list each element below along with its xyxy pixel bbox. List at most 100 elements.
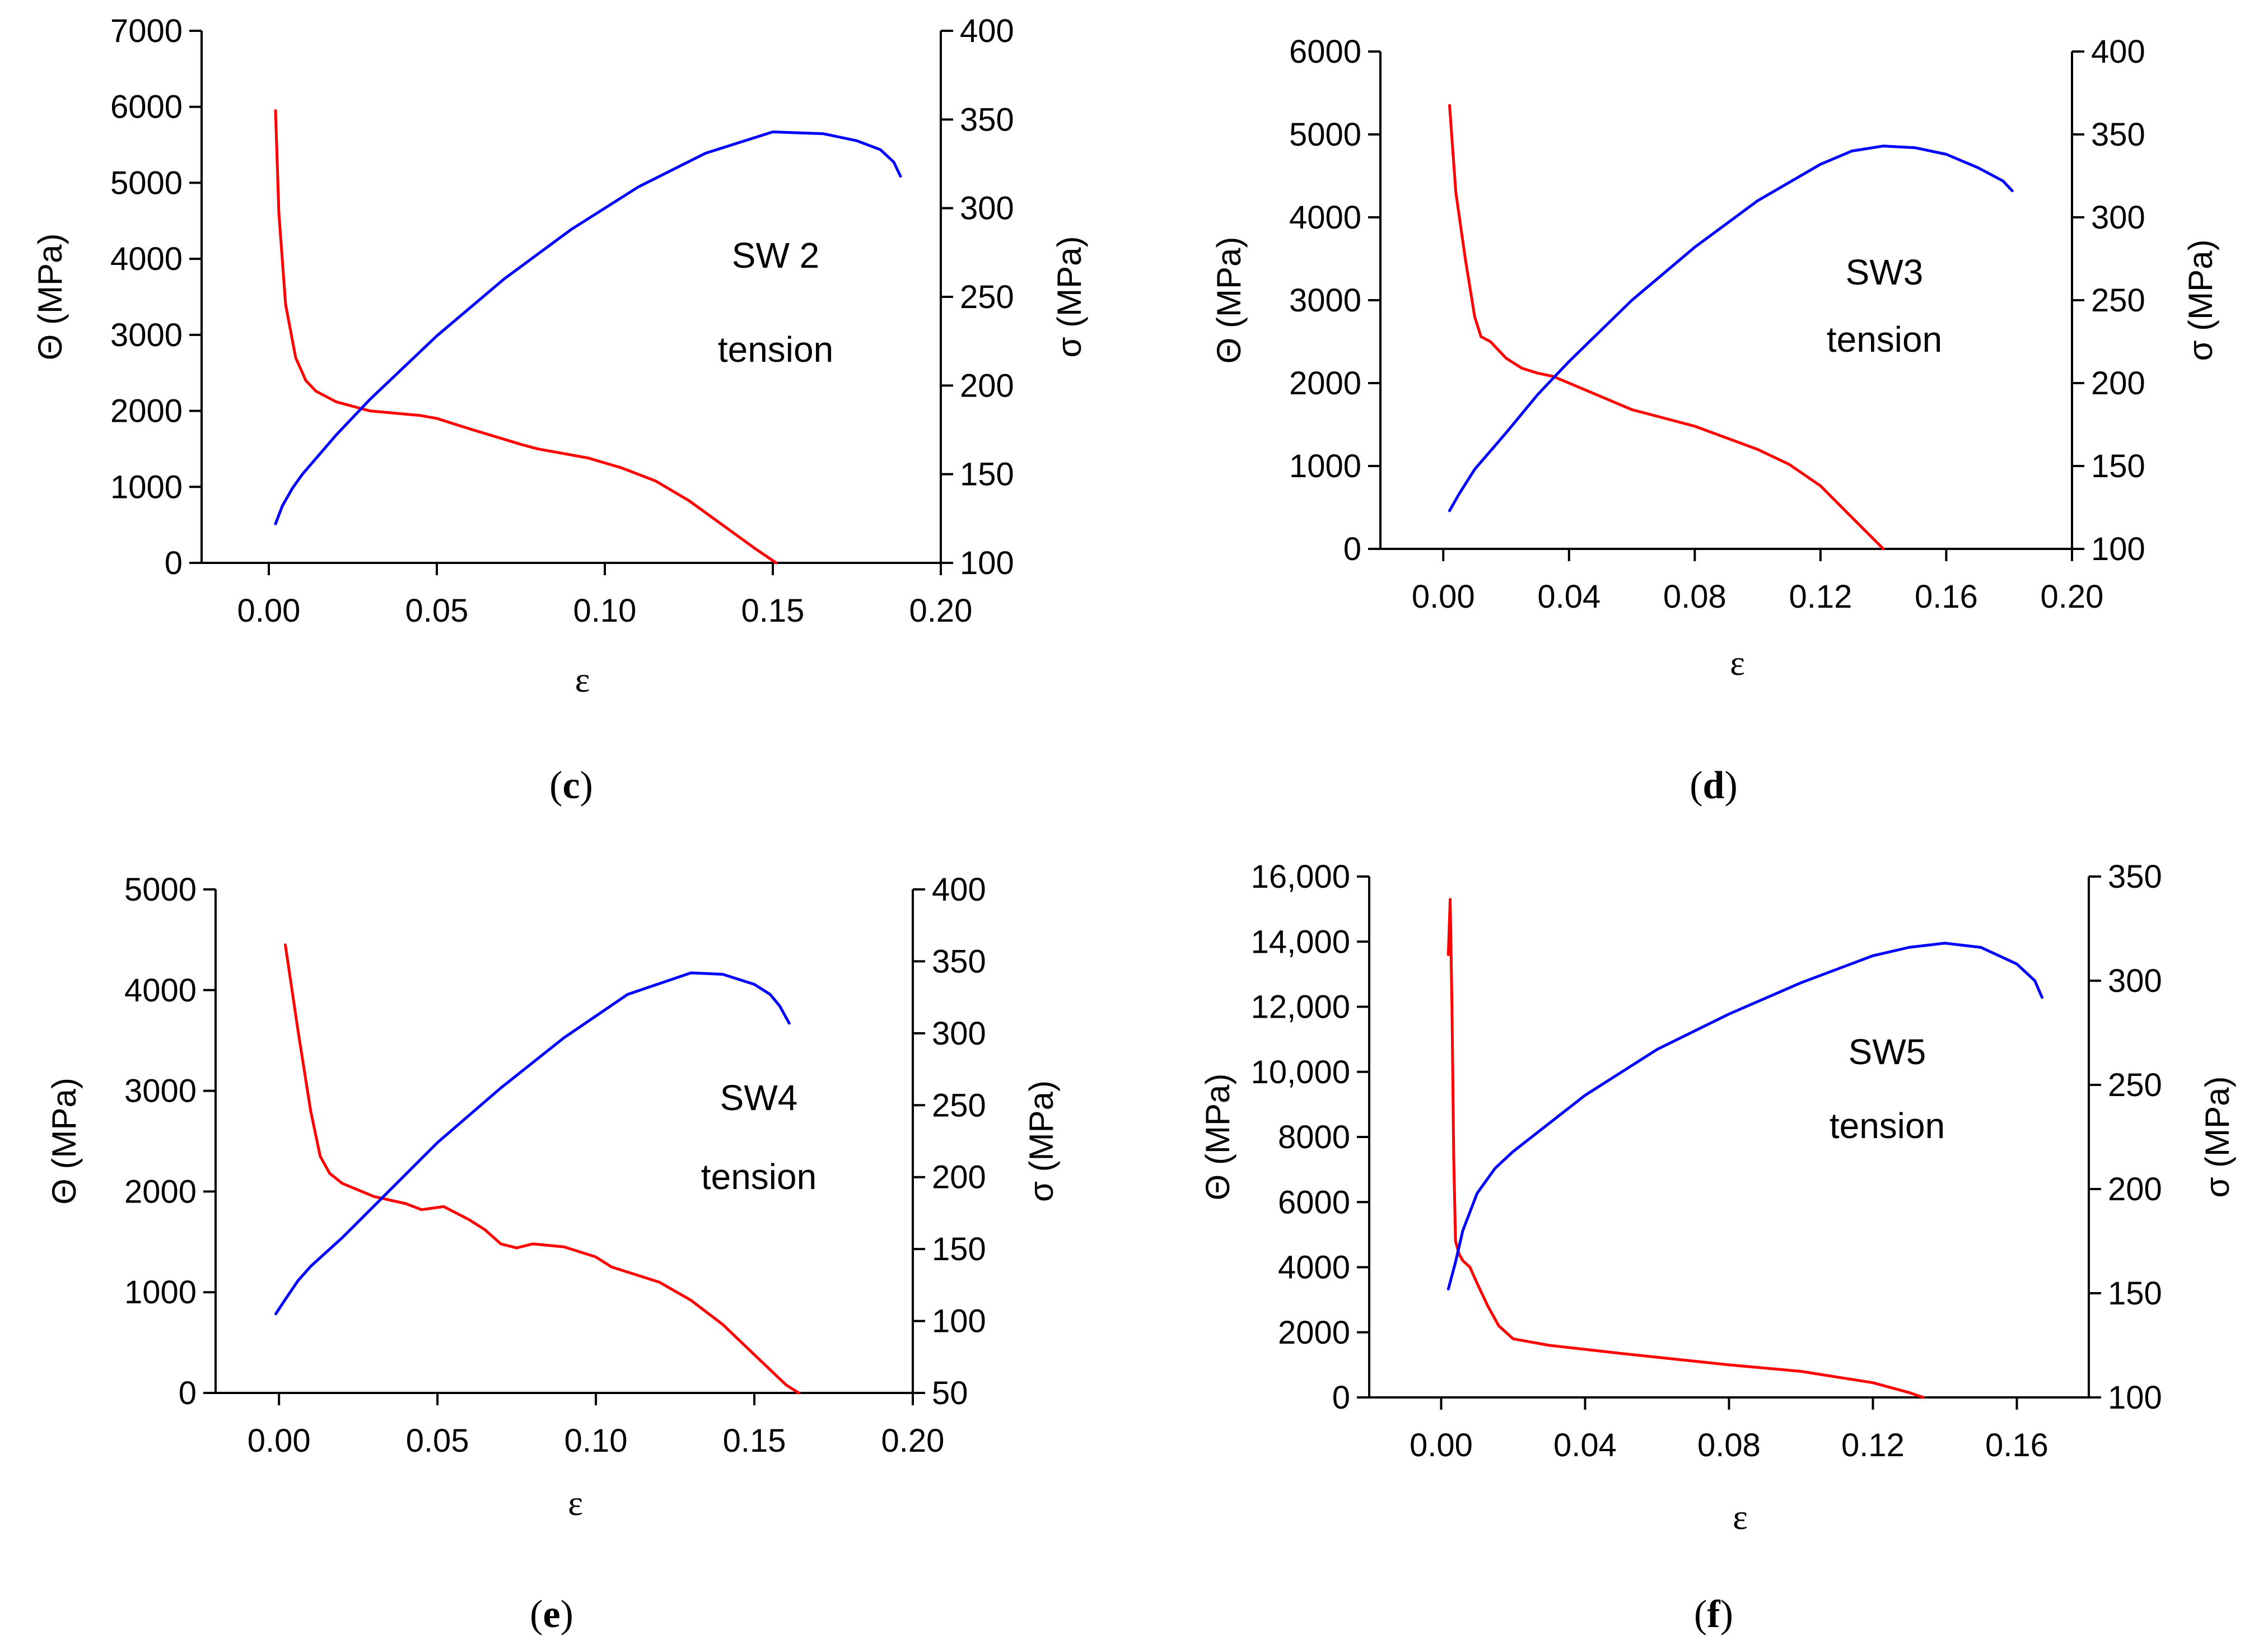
right-y-tick-label: 300 [2108, 963, 2162, 999]
right-y-tick-label: 400 [960, 13, 1014, 49]
x-tick-label: 0.05 [406, 1423, 469, 1459]
panel-d: 0 1000 2000 3000 4000 5000 6000 100 150 200 250 300… [1210, 34, 2219, 807]
x-tick-label: 0.15 [741, 593, 805, 629]
left-y-tick-label: 4000 [1278, 1250, 1350, 1286]
x-tick-label: 0.10 [573, 593, 637, 629]
left-y-tick-label: 4000 [110, 241, 183, 277]
right-y-tick-label: 300 [960, 190, 1014, 227]
sigma-series-line [1448, 145, 2014, 512]
right-y-tick-label: 150 [932, 1231, 986, 1267]
x-tick-label: 0.12 [1789, 579, 1852, 615]
x-tick-label: 0.20 [2041, 579, 2104, 615]
theta-series-line [284, 943, 800, 1395]
x-axis-title: ε [575, 660, 590, 700]
right-y-tick-label: 350 [932, 943, 986, 980]
left-y-tick-label: 6000 [1278, 1184, 1350, 1220]
right-y-axis-title: σ (MPa) [1051, 236, 1088, 357]
left-y-tick-label: 2000 [1289, 365, 1361, 402]
x-tick-label: 0.00 [237, 593, 301, 629]
right-y-tick-label: 300 [2091, 199, 2145, 236]
panel-c: 0 1000 2000 3000 4000 5000 6000 7000 100 150 200 25… [31, 13, 1088, 807]
x-tick-label: 0.04 [1553, 1427, 1617, 1463]
right-y-tick-label: 200 [2108, 1171, 2162, 1208]
left-y-tick-label: 12,000 [1251, 989, 1350, 1026]
left-y-tick-label: 8000 [1278, 1119, 1350, 1155]
x-tick-label: 0.16 [1985, 1427, 2048, 1463]
theta-series-line [274, 109, 778, 565]
left-y-tick-label: 0 [1343, 531, 1361, 567]
left-y-tick-label: 3000 [110, 317, 183, 353]
left-y-tick-label: 4000 [124, 972, 197, 1009]
theta-series-line [1446, 898, 1925, 1399]
right-y-tick-label: 100 [960, 545, 1014, 581]
right-y-tick-label: 350 [2091, 116, 2145, 153]
left-y-tick-label: 3000 [124, 1073, 197, 1110]
panel-caption: (c) [549, 764, 593, 807]
right-y-tick-label: 200 [960, 367, 1014, 404]
loading-mode-label: tension [701, 1157, 816, 1197]
x-tick-label: 0.08 [1663, 579, 1726, 615]
left-y-tick-label: 14,000 [1251, 924, 1350, 960]
left-y-axis-title: Θ (MPa) [1199, 1074, 1236, 1201]
x-tick-label: 0.04 [1537, 579, 1600, 615]
left-y-axis-title: Θ (MPa) [31, 234, 69, 361]
right-y-tick-label: 250 [932, 1087, 986, 1124]
left-y-tick-label: 10,000 [1251, 1054, 1350, 1090]
left-y-tick-label: 0 [1332, 1379, 1350, 1416]
theta-series-line [1448, 104, 1885, 551]
right-y-tick-label: 350 [2108, 859, 2162, 895]
right-y-axis-title: σ (MPa) [2199, 1076, 2236, 1197]
x-axis-title: ε [1730, 643, 1745, 683]
x-tick-label: 0.00 [248, 1423, 311, 1459]
right-y-tick-label: 50 [932, 1375, 968, 1411]
panel-caption: (d) [1690, 764, 1738, 807]
right-y-tick-label: 150 [2091, 448, 2145, 484]
x-tick-label: 0.20 [881, 1423, 945, 1459]
right-y-tick-label: 150 [960, 456, 1014, 493]
right-y-tick-label: 300 [932, 1015, 986, 1052]
left-y-tick-label: 5000 [110, 165, 183, 201]
left-y-tick-label: 5000 [124, 871, 197, 908]
loading-mode-label: tension [718, 329, 833, 370]
specimen-label: SW5 [1849, 1032, 1926, 1072]
panel-e: 0 1000 2000 3000 4000 5000 50 100 150 200 250 300 35… [45, 871, 1060, 1636]
x-tick-label: 0.00 [1412, 579, 1475, 615]
left-y-tick-label: 0 [179, 1375, 197, 1411]
right-y-tick-label: 400 [932, 871, 986, 908]
x-axis-title: ε [568, 1483, 583, 1523]
loading-mode-label: tension [1827, 319, 1942, 360]
left-y-tick-label: 7000 [110, 13, 183, 49]
specimen-label: SW3 [1846, 252, 1924, 292]
right-y-tick-label: 150 [2108, 1275, 2162, 1312]
left-y-tick-label: 0 [165, 545, 183, 581]
loading-mode-label: tension [1830, 1106, 1945, 1146]
right-y-tick-label: 250 [2108, 1067, 2162, 1103]
x-tick-label: 0.08 [1697, 1427, 1761, 1463]
right-y-tick-label: 100 [932, 1303, 986, 1340]
left-y-tick-label: 4000 [1289, 199, 1361, 236]
right-y-tick-label: 200 [932, 1159, 986, 1196]
right-y-tick-label: 100 [2091, 531, 2145, 567]
left-y-tick-label: 1000 [110, 469, 183, 505]
right-y-tick-label: 250 [2091, 282, 2145, 319]
specimen-label: SW 2 [732, 235, 819, 276]
right-y-axis-title: σ (MPa) [1023, 1080, 1060, 1202]
right-y-tick-label: 400 [2091, 34, 2145, 70]
specimen-label: SW4 [720, 1078, 798, 1118]
left-y-axis-title: Θ (MPa) [45, 1078, 83, 1205]
left-y-tick-label: 6000 [110, 89, 183, 125]
left-y-tick-label: 2000 [110, 393, 183, 430]
left-y-tick-label: 1000 [1289, 448, 1361, 484]
left-y-tick-label: 3000 [1289, 282, 1361, 319]
sigma-series-line [1446, 941, 2043, 1291]
sigma-series-line [274, 971, 791, 1316]
x-tick-label: 0.00 [1410, 1427, 1473, 1463]
panel-caption: (f) [1694, 1593, 1733, 1636]
panel-f: 0 2000 4000 6000 8000 10,000 12,000 14,000 16,00… [1199, 859, 2236, 1636]
x-tick-label: 0.20 [909, 593, 973, 629]
right-y-tick-label: 200 [2091, 365, 2145, 402]
right-y-tick-label: 350 [960, 101, 1014, 138]
right-y-tick-label: 100 [2108, 1379, 2162, 1416]
x-axis-title: ε [1733, 1497, 1748, 1537]
